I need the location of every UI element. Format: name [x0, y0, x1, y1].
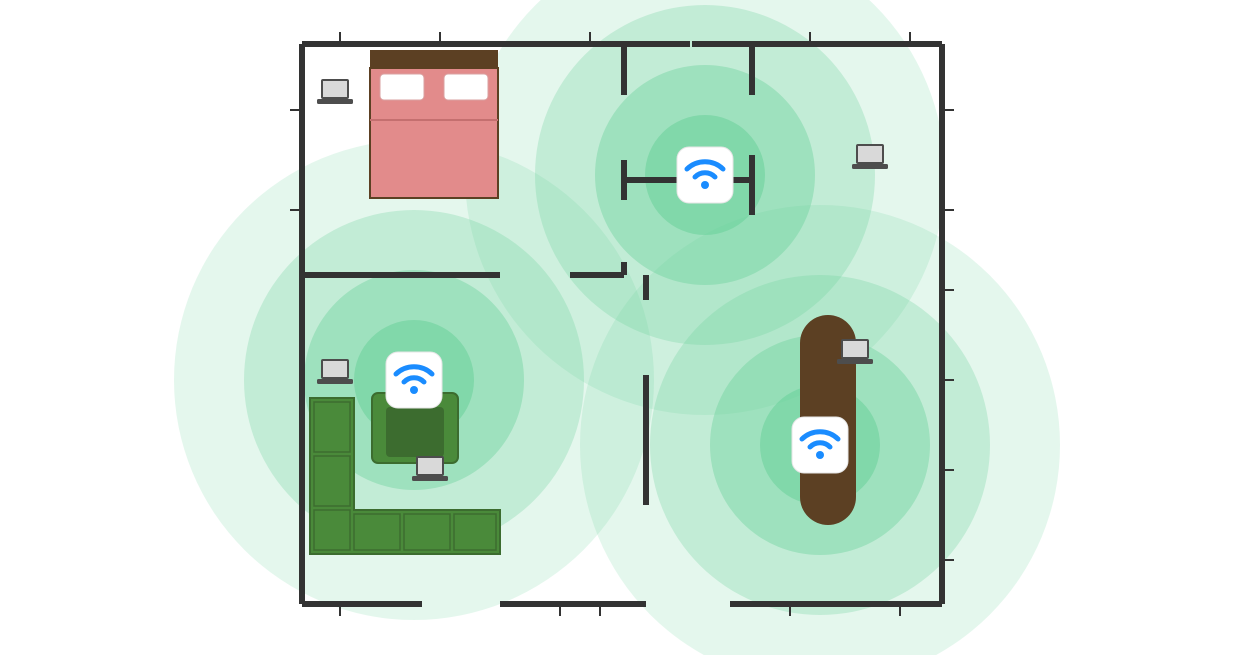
watermark: 路由器 luyouqi.com — [1170, 574, 1230, 649]
laptop-living-2-icon — [412, 456, 448, 481]
router-office-icon — [677, 147, 733, 203]
laptop-bedroom-icon — [317, 79, 353, 104]
laptop-living-1-icon — [317, 359, 353, 384]
laptop-hall-icon — [852, 144, 888, 169]
wifi-coverage-layer — [174, 0, 1060, 655]
floorplan-diagram — [0, 0, 1240, 655]
watermark-logo-icon — [1196, 574, 1230, 608]
router-livingroom-icon — [386, 352, 442, 408]
laptop-study-icon — [837, 339, 873, 364]
router-study-icon — [792, 417, 848, 473]
watermark-url: luyouqi.com — [1171, 636, 1230, 648]
watermark-title: 路由器 — [1170, 613, 1230, 633]
